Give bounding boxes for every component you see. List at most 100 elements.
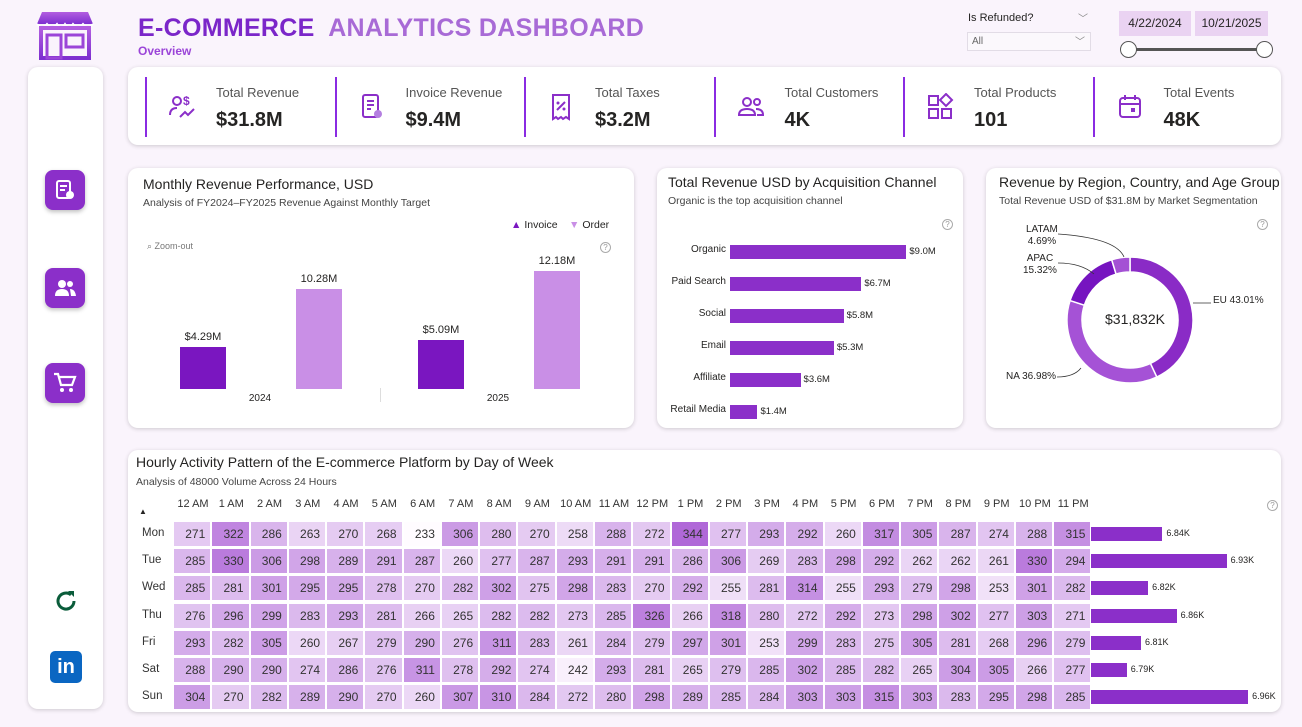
heatmap-cell[interactable]: 290 (212, 658, 249, 682)
heatmap-cell[interactable]: 303 (1015, 603, 1053, 628)
zoom-out-button[interactable]: ⌕ Zoom-out (147, 241, 194, 251)
heatmap-cell[interactable]: 274 (288, 658, 326, 682)
heatmap-cell[interactable]: 233 (403, 522, 440, 546)
heatmap-cell[interactable]: 286 (327, 658, 364, 682)
day-total-bar[interactable] (1091, 608, 1177, 623)
heatmap-cell[interactable]: 301 (1015, 576, 1053, 601)
heatmap-cell[interactable]: 269 (748, 549, 785, 574)
heatmap-cell[interactable]: 271 (1054, 603, 1091, 628)
day-total-bar[interactable] (1091, 690, 1249, 705)
chevron-down-icon[interactable]: ﹀ (1078, 14, 1088, 25)
heatmap-cell[interactable]: 253 (977, 576, 1014, 601)
heatmap-cell[interactable]: 305 (250, 630, 287, 655)
sort-ascending-icon[interactable]: ▲ (139, 507, 147, 516)
heatmap-cell[interactable]: 273 (862, 603, 900, 628)
heatmap-cell[interactable]: 290 (327, 685, 364, 710)
heatmap-cell[interactable]: 290 (403, 630, 440, 655)
heatmap-cell[interactable]: 322 (212, 522, 249, 546)
help-icon[interactable]: ? (942, 219, 953, 230)
heatmap-cell[interactable]: 281 (212, 576, 249, 601)
heatmap-cell[interactable]: 287 (939, 522, 976, 546)
heatmap-cell[interactable]: 285 (174, 576, 211, 601)
heatmap-cell[interactable]: 268 (977, 630, 1014, 655)
heatmap-cell[interactable]: 291 (594, 549, 632, 574)
heatmap-cell[interactable]: 302 (480, 576, 517, 601)
heatmap-cell[interactable]: 293 (327, 603, 364, 628)
heatmap-cell[interactable]: 277 (1054, 658, 1091, 682)
heatmap-cell[interactable]: 286 (250, 522, 287, 546)
heatmap-cell[interactable]: 290 (250, 658, 287, 682)
day-total-bar[interactable] (1091, 635, 1141, 650)
heatmap-cell[interactable]: 270 (518, 522, 555, 546)
heatmap-cell[interactable]: 295 (288, 576, 326, 601)
heatmap-cell[interactable]: 311 (403, 658, 440, 682)
heatmap-cell[interactable]: 262 (939, 549, 976, 574)
heatmap-cell[interactable]: 262 (901, 549, 938, 574)
heatmap-cell[interactable]: 303 (786, 685, 823, 710)
heatmap-cell[interactable]: 288 (1015, 522, 1053, 546)
heatmap-cell[interactable]: 278 (441, 658, 479, 682)
heatmap-cell[interactable]: 305 (901, 522, 938, 546)
heatmap-cell[interactable]: 311 (480, 630, 517, 655)
heatmap-cell[interactable]: 270 (327, 522, 364, 546)
heatmap-cell[interactable]: 285 (748, 658, 785, 682)
day-total-bar[interactable] (1091, 663, 1127, 677)
heatmap-cell[interactable]: 253 (748, 630, 785, 655)
heatmap-cell[interactable]: 291 (365, 549, 402, 574)
bar-order-2025[interactable] (534, 271, 580, 389)
heatmap-cell[interactable]: 298 (288, 549, 326, 574)
heatmap-cell[interactable]: 294 (1054, 549, 1091, 574)
heatmap-cell[interactable]: 280 (748, 603, 785, 628)
heatmap-cell[interactable]: 315 (1054, 522, 1091, 546)
heatmap-cell[interactable]: 272 (556, 685, 593, 710)
channel-bar[interactable] (730, 245, 907, 259)
heatmap-cell[interactable]: 310 (480, 685, 517, 710)
heatmap-cell[interactable]: 273 (556, 603, 593, 628)
heatmap-cell[interactable]: 288 (174, 658, 211, 682)
bar-invoice-2025[interactable] (418, 339, 464, 389)
heatmap-cell[interactable]: 274 (518, 658, 555, 682)
date-slider-start-handle[interactable] (1120, 41, 1137, 58)
heatmap-cell[interactable]: 272 (786, 603, 823, 628)
heatmap-cell[interactable]: 263 (288, 522, 326, 546)
heatmap-cell[interactable]: 276 (174, 603, 211, 628)
heatmap-cell[interactable]: 282 (862, 658, 900, 682)
heatmap-cell[interactable]: 266 (403, 603, 440, 628)
heatmap-cell[interactable]: 285 (594, 603, 632, 628)
heatmap-cell[interactable]: 266 (671, 603, 708, 628)
heatmap-cell[interactable]: 292 (786, 522, 823, 546)
heatmap-cell[interactable]: 260 (441, 549, 479, 574)
heatmap-cell[interactable]: 258 (556, 522, 593, 546)
heatmap-cell[interactable]: 288 (594, 522, 632, 546)
heatmap-cell[interactable]: 267 (327, 630, 364, 655)
heatmap-cell[interactable]: 265 (901, 658, 938, 682)
heatmap-cell[interactable]: 242 (556, 658, 593, 682)
heatmap-cell[interactable]: 285 (1054, 685, 1091, 710)
heatmap-cell[interactable]: 260 (403, 685, 440, 710)
heatmap-cell[interactable]: 306 (441, 522, 479, 546)
channel-bar[interactable] (730, 373, 801, 387)
heatmap-cell[interactable]: 272 (633, 522, 670, 546)
heatmap-cell[interactable]: 304 (174, 685, 211, 710)
heatmap-cell[interactable]: 298 (939, 576, 976, 601)
heatmap-cell[interactable]: 285 (824, 658, 861, 682)
heatmap-cell[interactable]: 260 (824, 522, 861, 546)
channel-bar[interactable] (730, 341, 834, 355)
heatmap-cell[interactable]: 268 (365, 522, 402, 546)
channel-bar[interactable] (730, 309, 844, 323)
heatmap-cell[interactable]: 292 (824, 603, 861, 628)
date-start-input[interactable]: 4/22/2024 (1119, 11, 1191, 36)
heatmap-cell[interactable]: 282 (480, 603, 517, 628)
heatmap-cell[interactable]: 297 (671, 630, 708, 655)
heatmap-cell[interactable]: 289 (327, 549, 364, 574)
heatmap-cell[interactable]: 279 (1054, 630, 1091, 655)
heatmap-cell[interactable]: 284 (518, 685, 555, 710)
channel-bar[interactable] (730, 277, 862, 291)
day-total-bar[interactable] (1091, 581, 1149, 596)
heatmap-cell[interactable]: 295 (327, 576, 364, 601)
day-total-bar[interactable] (1091, 527, 1163, 541)
heatmap-cell[interactable]: 280 (594, 685, 632, 710)
refunded-dropdown[interactable]: All ﹀ (967, 32, 1091, 51)
heatmap-cell[interactable]: 298 (1015, 685, 1053, 710)
heatmap-cell[interactable]: 270 (212, 685, 249, 710)
